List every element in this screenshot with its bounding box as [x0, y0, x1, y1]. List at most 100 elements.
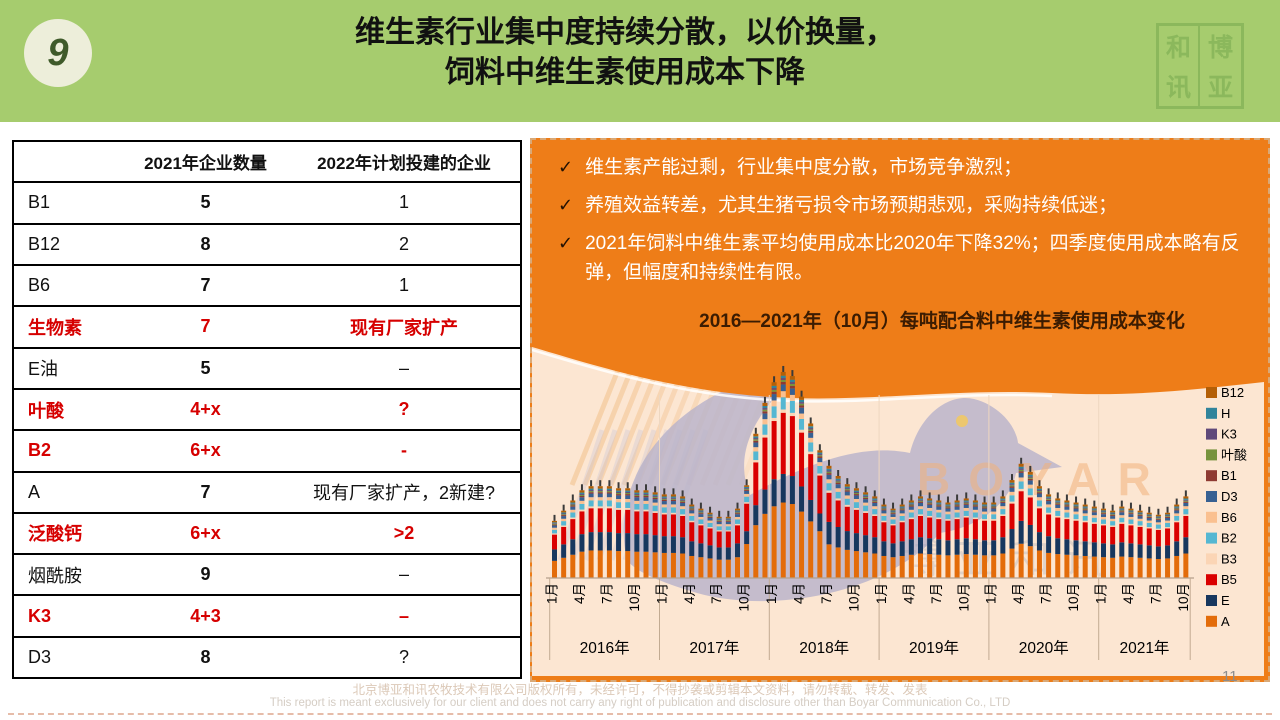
footer-copyright-cn: 北京博亚和讯农牧技术有限公司版权所有，未经许可，不得抄袭或剪辑本文资料，请勿转载… — [352, 683, 928, 697]
bar-segment — [899, 522, 905, 542]
bar-segment — [725, 524, 731, 527]
bar-segment — [1009, 491, 1015, 496]
bar-segment — [1091, 506, 1097, 509]
bar-segment — [552, 549, 557, 561]
bar-segment — [1091, 517, 1097, 523]
x-tick-label: 7月 — [709, 583, 724, 604]
bar-segment — [835, 484, 841, 489]
bar-segment — [597, 491, 603, 493]
bar-segment — [597, 500, 603, 507]
bar-segment — [780, 391, 786, 398]
bar-segment — [1064, 506, 1070, 510]
bar-segment — [1055, 515, 1061, 518]
seal-char: 博 — [1207, 34, 1233, 62]
bar-segment — [1091, 511, 1097, 513]
bar-segment — [1110, 510, 1116, 513]
bar-segment — [634, 497, 640, 501]
bar-segment — [908, 500, 914, 503]
bar-segment — [1146, 528, 1152, 546]
bar-segment — [1009, 485, 1015, 487]
bar-segment — [1137, 513, 1143, 515]
bar-segment — [853, 494, 859, 496]
bar-segment — [689, 520, 695, 523]
row-count-2021: 4+3 — [190, 605, 221, 626]
bar-segment — [1165, 527, 1171, 529]
legend-swatch — [1206, 387, 1217, 398]
bar-segment — [826, 492, 832, 522]
bar-segment — [762, 419, 768, 425]
bar-segment — [789, 412, 795, 417]
bar-segment — [1036, 508, 1042, 533]
bar-segment — [1110, 512, 1116, 514]
bar-segment — [1091, 523, 1097, 543]
row-plan-2022: - — [401, 440, 407, 461]
bar-segment — [817, 462, 823, 466]
bar-segment — [698, 516, 704, 520]
slide-title: 维生素行业集中度持续分散，以价换量， 饲料中维生素使用成本下降 — [170, 13, 1080, 92]
bar-segment — [1119, 512, 1125, 516]
bar-segment — [826, 521, 832, 545]
bar-segment — [899, 520, 905, 523]
bar-segment — [1146, 516, 1152, 518]
bar-segment — [936, 554, 942, 578]
bar-segment — [954, 554, 960, 578]
bar-segment — [771, 417, 777, 422]
row-plan-2022: 现有厂家扩产，2新建? — [312, 483, 496, 504]
bar-segment — [1183, 502, 1189, 507]
bar-segment — [588, 550, 594, 578]
row-label: B12 — [28, 233, 61, 254]
bar-segment — [1009, 548, 1015, 578]
bar-segment — [1027, 476, 1033, 478]
bar-segment — [954, 512, 960, 518]
bar-segment — [570, 519, 576, 540]
bar-segment — [561, 510, 567, 513]
bar-segment — [1101, 557, 1106, 578]
bar-segment — [1046, 514, 1052, 537]
bar-segment — [799, 511, 805, 578]
bar-segment — [698, 525, 704, 544]
bar-segment — [643, 493, 649, 495]
bar-segment — [945, 506, 951, 508]
bar-segment — [835, 476, 841, 479]
x-tick-label: 1月 — [984, 583, 999, 604]
bar-segment — [982, 504, 988, 506]
bar-segment — [625, 533, 631, 552]
vitamin-cost-chart: BOYAR 博亚和讯 1月4月7月10月2016年1月4月7月10月2017年1… — [531, 334, 1264, 676]
bar-segment — [826, 471, 832, 474]
bar-segment — [1137, 518, 1143, 522]
row-plan-2022: 1 — [398, 192, 409, 213]
bar-segment — [1101, 519, 1106, 524]
bar-segment — [817, 465, 823, 474]
bar-segment — [817, 455, 823, 457]
bar-segment — [1128, 525, 1134, 544]
bar-segment — [735, 510, 740, 512]
bar-segment — [735, 508, 740, 511]
legend-swatch — [1206, 407, 1217, 419]
bar-segment — [863, 496, 869, 498]
bar-segment — [1073, 520, 1079, 541]
bar-segment — [643, 534, 649, 552]
bar-segment — [561, 521, 567, 526]
bar-segment — [606, 488, 612, 491]
bar-segment — [670, 494, 676, 497]
x-tick-label: 4月 — [572, 583, 587, 604]
bar-segment — [1027, 495, 1033, 498]
bar-segment — [616, 507, 622, 510]
bar-segment — [1009, 484, 1015, 486]
chart-gridlines — [659, 395, 1100, 578]
bar-segment — [1101, 508, 1106, 511]
bar-segment — [1036, 491, 1042, 493]
bar-segment — [1082, 541, 1088, 556]
bar-segment — [780, 371, 786, 376]
bar-segment — [972, 506, 978, 510]
legend-swatch — [1206, 491, 1217, 502]
bar-segment — [680, 502, 686, 507]
bar-segment — [570, 509, 576, 513]
bar-segment — [1018, 491, 1024, 521]
bar-segment — [1073, 502, 1079, 505]
bar-segment — [1046, 498, 1052, 500]
bar-segment — [625, 493, 631, 495]
bar-segment — [945, 519, 951, 521]
bar-segment — [1174, 508, 1180, 510]
bar-segment — [808, 423, 814, 427]
